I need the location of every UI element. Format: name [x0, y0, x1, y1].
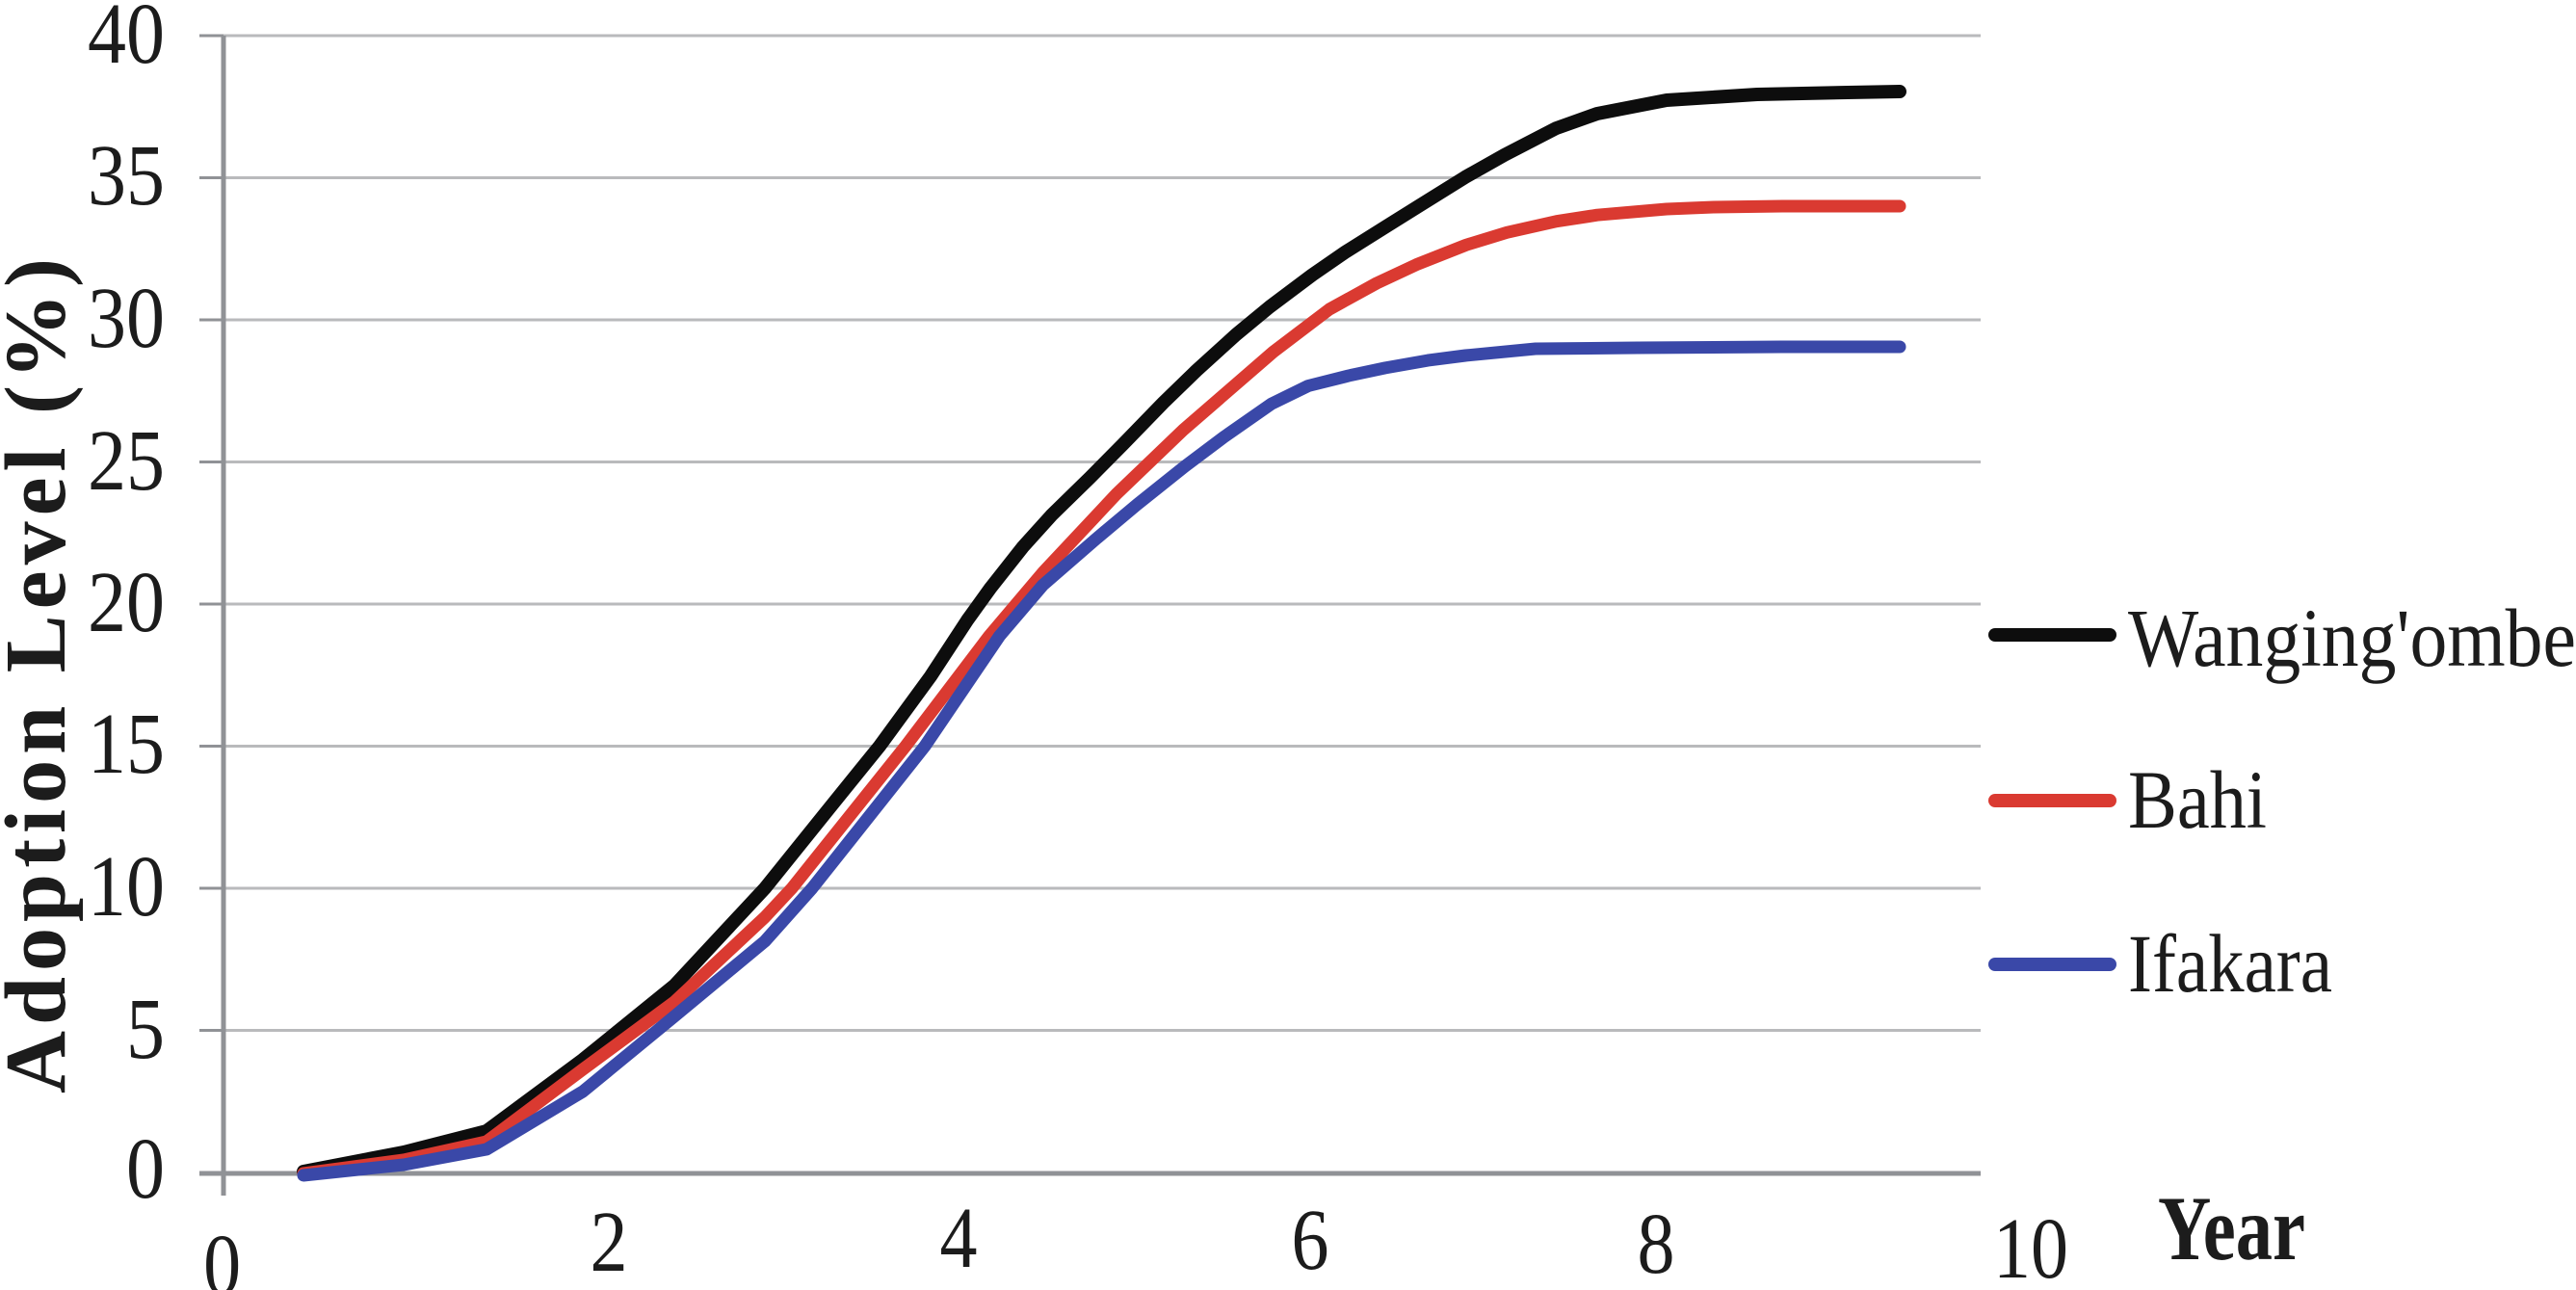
svg-text:2: 2: [591, 1195, 628, 1290]
svg-text:15: 15: [88, 697, 165, 792]
svg-text:Year: Year: [2158, 1177, 2305, 1279]
svg-text:0: 0: [203, 1218, 241, 1290]
svg-text:0: 0: [126, 1121, 165, 1217]
svg-text:25: 25: [88, 413, 165, 509]
svg-text:Wanging'ombe: Wanging'ombe: [2128, 592, 2576, 684]
svg-text:5: 5: [126, 982, 165, 1077]
svg-text:Ifakara: Ifakara: [2128, 917, 2332, 1010]
svg-text:10: 10: [1993, 1201, 2068, 1290]
svg-text:35: 35: [88, 128, 165, 224]
svg-text:4: 4: [940, 1191, 978, 1286]
svg-text:Bahi: Bahi: [2128, 753, 2267, 846]
svg-text:20: 20: [88, 555, 165, 650]
svg-text:8: 8: [1638, 1197, 1675, 1290]
svg-text:6: 6: [1292, 1193, 1329, 1288]
svg-text:30: 30: [88, 271, 165, 366]
svg-text:40: 40: [88, 0, 165, 82]
svg-text:10: 10: [88, 839, 165, 935]
